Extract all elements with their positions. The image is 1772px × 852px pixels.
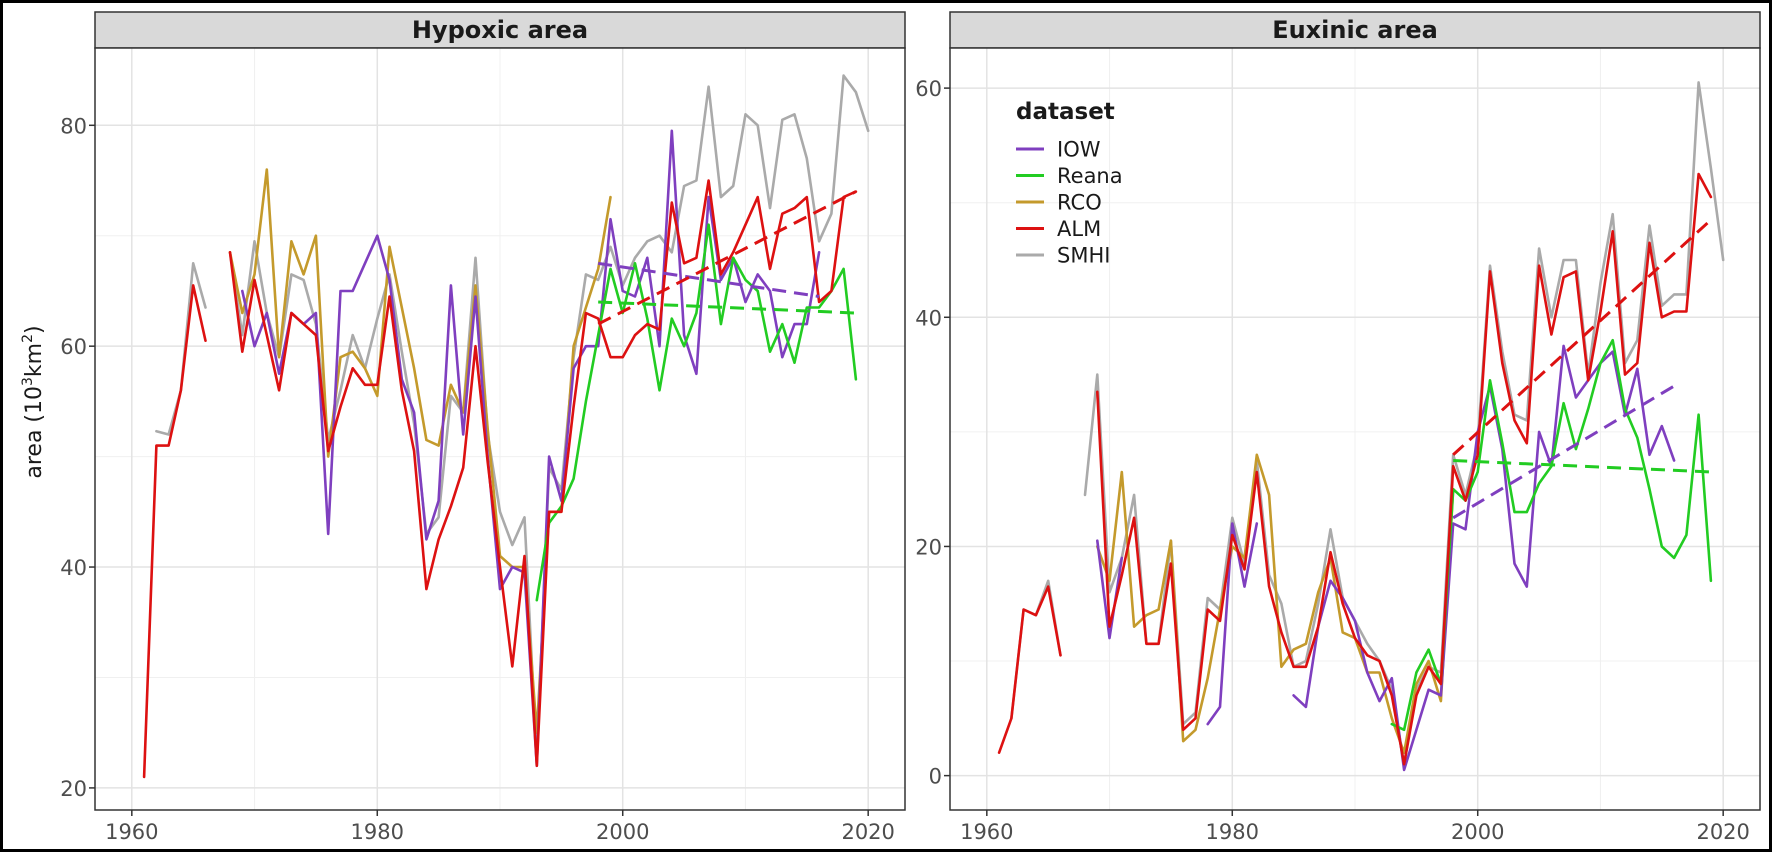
trend-line-iow <box>597 261 820 298</box>
y-tick-label: 60 <box>915 77 942 101</box>
x-tick-label: 2000 <box>596 820 649 844</box>
y-tick-label: 20 <box>915 535 942 559</box>
series-line-reana <box>535 223 858 602</box>
panel-title: Hypoxic area <box>412 16 588 44</box>
y-tick-label: 0 <box>929 765 942 789</box>
x-tick-label: 1960 <box>105 820 158 844</box>
series-line-alm <box>997 585 1062 755</box>
y-tick-label: 40 <box>915 306 942 330</box>
y-tick-label: 20 <box>60 777 87 801</box>
panel-euxinic-area: Euxinic area 1960 1980 2000 2020 0 20 40 60 <box>915 11 1761 844</box>
panel-strip <box>949 11 1761 49</box>
trend-line-alm <box>597 190 857 326</box>
series-line-iow <box>1292 344 1676 772</box>
panel-strip <box>94 11 906 49</box>
y-tick-label: 80 <box>60 114 87 138</box>
x-tick-label: 2020 <box>1696 820 1749 844</box>
series-line-alm <box>1096 172 1713 766</box>
x-tick-label: 2000 <box>1451 820 1504 844</box>
panel-title: Euxinic area <box>1272 16 1438 44</box>
legend-title: dataset <box>1016 99 1115 125</box>
legend-label-alm: ALM <box>1057 217 1101 241</box>
panel-border <box>949 47 1761 811</box>
legend-label-rco: RCO <box>1057 191 1102 215</box>
series-line-alm <box>142 284 207 779</box>
series-line-iow <box>1096 539 1124 640</box>
series-line-alm <box>228 179 858 768</box>
y-tick-label: 40 <box>60 556 87 580</box>
legend-label-reana: Reana <box>1057 164 1123 188</box>
x-tick-label: 1960 <box>960 820 1013 844</box>
legend-label-smhi: SMHI <box>1057 244 1110 268</box>
y-axis-title: area (103km2) <box>20 325 47 478</box>
x-tick-label: 2020 <box>841 820 894 844</box>
series-line-iow <box>1206 522 1259 726</box>
x-tick-label: 1980 <box>1206 820 1259 844</box>
panel-border <box>94 47 906 811</box>
trend-line-alm <box>1452 218 1712 456</box>
legend-label-iow: IOW <box>1057 138 1101 162</box>
y-tick-label: 60 <box>60 335 87 359</box>
x-tick-label: 1980 <box>351 820 404 844</box>
